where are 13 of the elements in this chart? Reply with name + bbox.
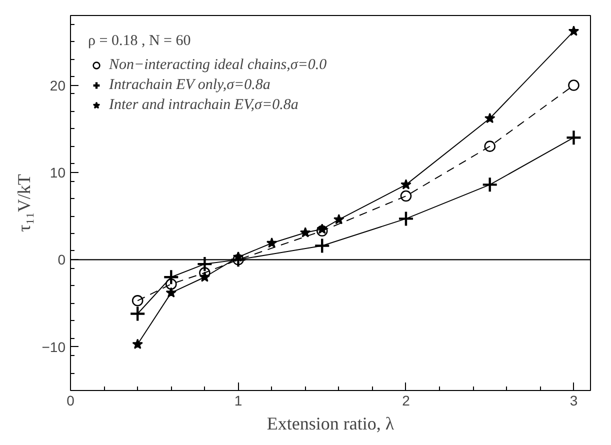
legend-label: Intrachain EV only,σ=0.8a [109,76,270,94]
legend-label: Inter and intrachain EV,σ=0.8a [109,96,298,114]
y-tick-label: −10 [42,338,66,355]
x-tick-label: 3 [570,392,578,408]
y-tick-label: 10 [50,164,66,180]
y-tick-label: 20 [50,77,66,94]
legend-label: Non−interacting ideal chains,σ=0.0 [109,56,327,74]
x-tick-label: 1 [234,392,242,408]
x-axis-title: Extension ratio, λ [266,414,394,434]
y-tick-label: 0 [58,252,66,268]
y-axis-title: τ₁₁V/kT [14,174,34,232]
legend-title: ρ = 0.18 , N = 60 [88,33,192,50]
x-tick-label: 2 [402,392,410,408]
